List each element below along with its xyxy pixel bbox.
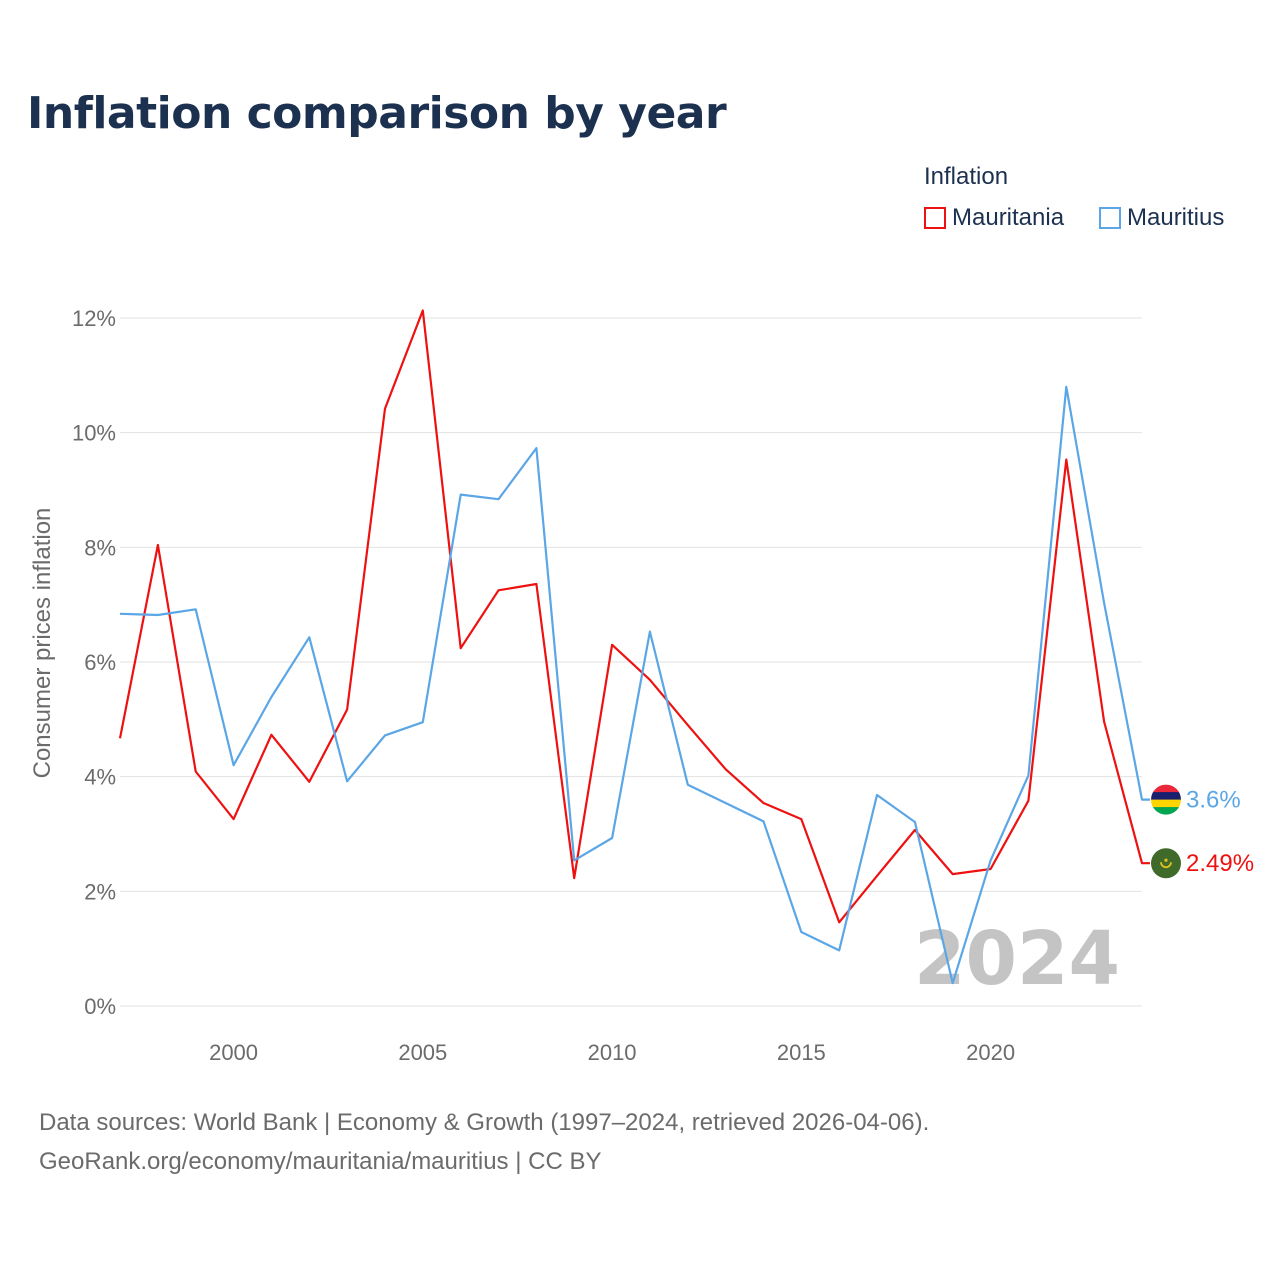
y-tick-label: 10% [72,421,116,446]
x-tick-label: 2005 [398,1040,447,1065]
line-chart: 0% 2% 4% 6% 8% 10% 12% 2000 2005 2010 2015 2020 Co… [29,306,1254,1065]
year-watermark: 2024 [914,916,1120,1002]
y-tick-label: 0% [84,994,116,1019]
legend-item-mauritius[interactable]: Mauritius [1099,204,1224,232]
mauritania-flag-icon [1151,848,1181,879]
legend-title: Inflation [924,163,1009,190]
flag-stripe [1151,799,1181,808]
legend-item-mauritania[interactable]: Mauritania [924,204,1064,232]
y-tick-label: 4% [84,765,116,790]
flag-stripe [1151,784,1181,793]
source-line-1: Data sources: World Bank | Economy & Gro… [39,1109,930,1136]
flag-stripe [1151,792,1181,801]
x-tick-label: 2020 [966,1040,1015,1065]
series-line-mauritius [119,385,1150,985]
x-tick-label: 2000 [209,1040,258,1065]
legend-swatch-mauritania [924,207,946,229]
chart-title: Inflation comparison by year [27,88,727,139]
end-markers: 3.6% 2.49% [1151,784,1254,879]
end-label-mauritius: 3.6% [1186,787,1241,814]
y-tick-label: 6% [84,650,116,675]
x-tick-label: 2010 [588,1040,637,1065]
series-line-mauritania [118,309,1150,924]
flag-field [1151,848,1181,879]
y-axis-label: Consumer prices inflation [29,508,56,779]
y-tick-label: 12% [72,306,116,331]
legend-swatch-mauritius [1099,207,1121,229]
y-tick-label: 8% [84,535,116,560]
mauritius-flag-icon [1151,784,1181,815]
flag-stripe [1151,807,1181,815]
legend-label-mauritania: Mauritania [952,204,1065,231]
y-tick-label: 2% [84,879,116,904]
x-axis-ticks: 2000 2005 2010 2015 2020 [209,1040,1015,1065]
series-lines [118,309,1150,985]
flag-crescent [1160,862,1172,869]
y-axis-ticks: 0% 2% 4% 6% 8% 10% 12% [72,306,116,1019]
source-line-2: GeoRank.org/economy/mauritania/mauritius… [39,1148,602,1175]
flag-star [1164,858,1168,862]
legend-label-mauritius: Mauritius [1127,204,1225,231]
end-label-mauritania: 2.49% [1186,850,1254,877]
x-tick-label: 2015 [777,1040,826,1065]
